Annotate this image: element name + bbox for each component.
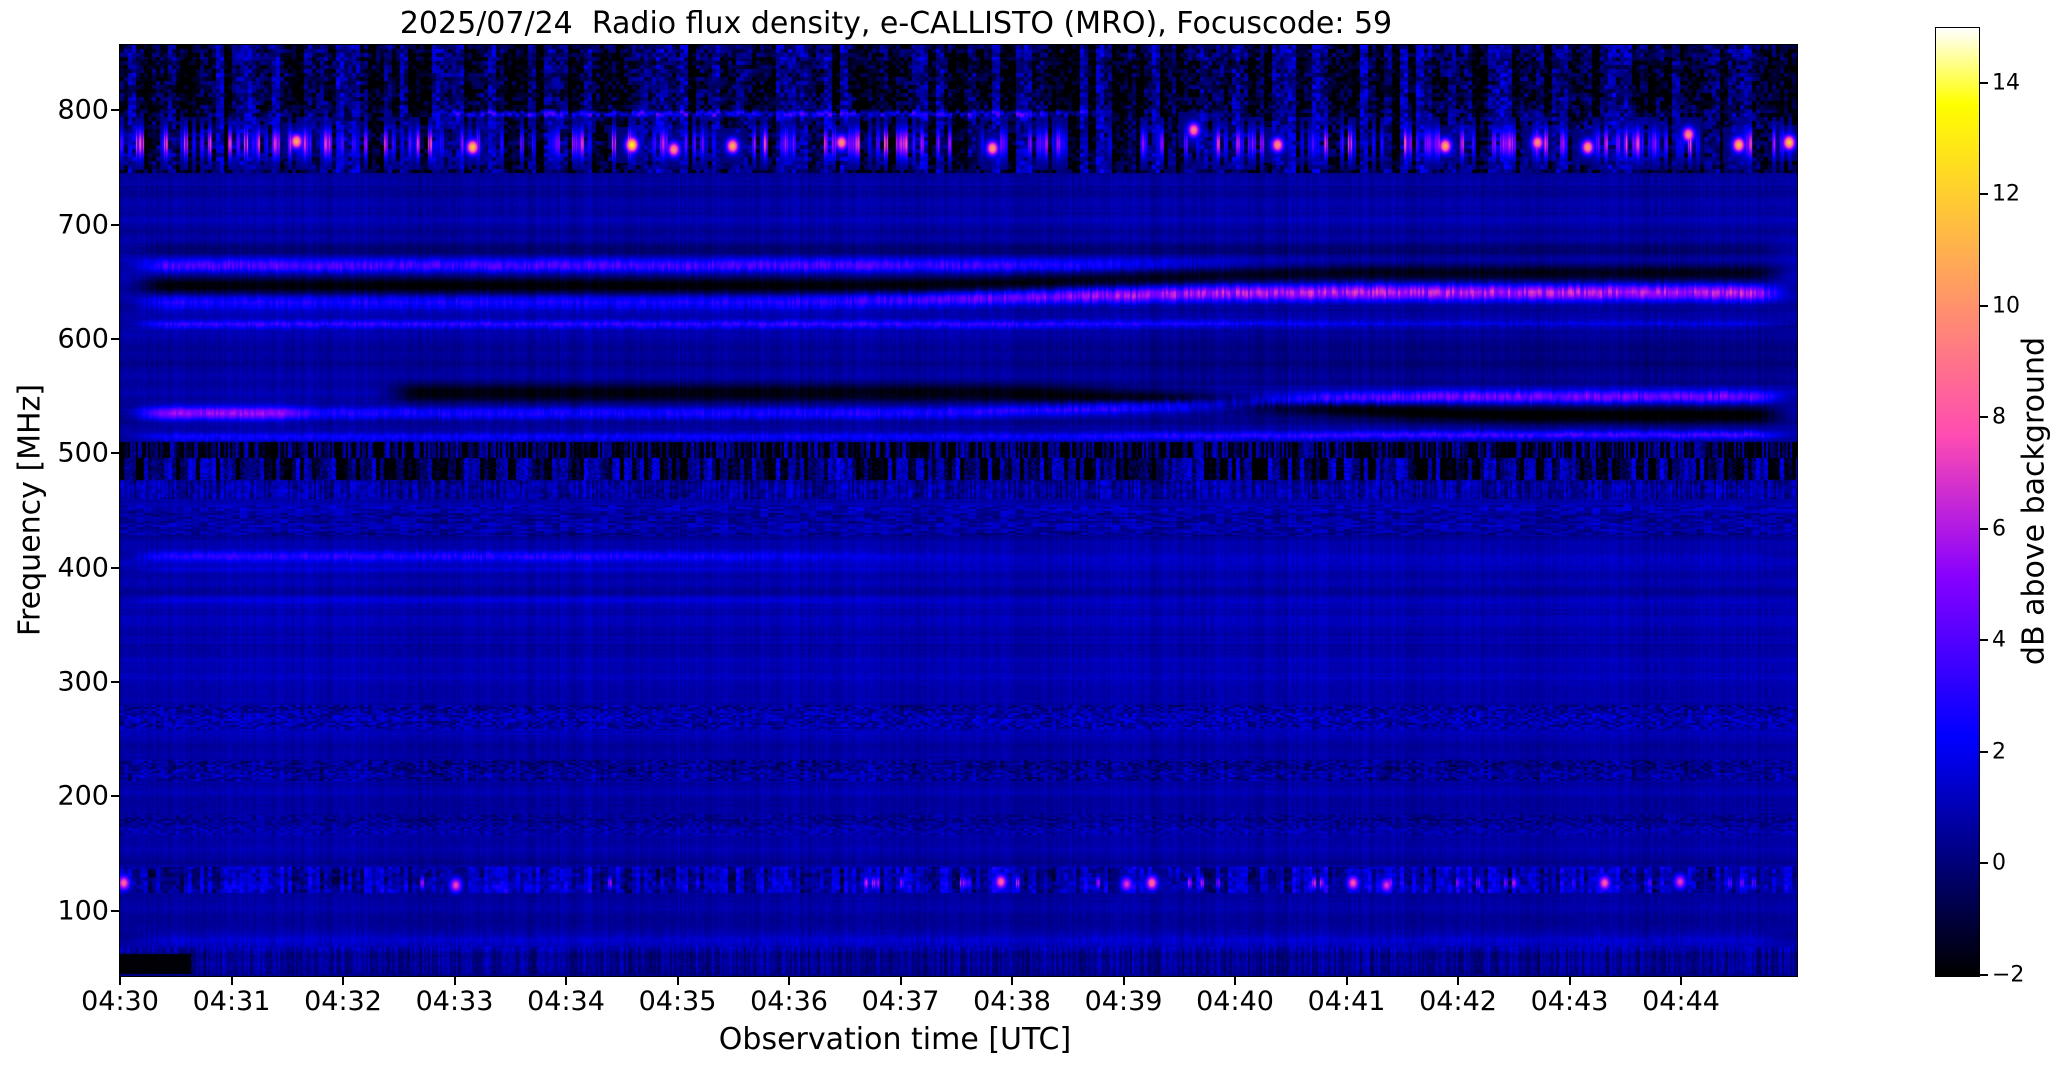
chart-title: 2025/07/24 Radio flux density, e-CALLIST…	[399, 6, 1393, 41]
x-tick-label: 04:40	[1196, 986, 1274, 1017]
y-tick-label: 700	[57, 209, 109, 241]
colorbar-tick-mark	[1980, 527, 1988, 530]
y-tick-mark	[111, 452, 120, 455]
x-tick-mark	[342, 976, 344, 985]
x-tick-mark	[676, 976, 679, 985]
x-tick-label: 04:32	[304, 986, 382, 1017]
x-tick-label: 04:42	[1419, 986, 1497, 1017]
x-tick-label: 04:44	[1642, 986, 1720, 1017]
x-tick-label: 04:43	[1530, 986, 1609, 1017]
colorbar-tick-label: 8	[1992, 404, 2006, 430]
x-tick-label: 04:37	[861, 986, 940, 1017]
x-tick-mark	[1011, 976, 1014, 985]
colorbar-tick-label: 0	[1992, 850, 2006, 876]
colorbar-tick-mark	[1980, 750, 1988, 753]
x-tick-label: 04:39	[1084, 986, 1163, 1017]
spectrogram-plot-area	[119, 44, 1798, 977]
y-tick-mark	[111, 909, 120, 912]
x-tick-mark	[1568, 976, 1571, 985]
x-tick-mark	[1345, 976, 1348, 985]
colorbar-tick-label: 2	[1992, 739, 2006, 765]
x-tick-mark	[119, 976, 121, 985]
x-tick-mark	[788, 976, 791, 985]
colorbar-tick-mark	[1980, 639, 1988, 642]
colorbar-label: dB above background	[2016, 336, 2052, 666]
y-tick-label: 500	[57, 437, 109, 469]
x-tick-mark	[565, 976, 567, 985]
colorbar-canvas	[1936, 28, 1979, 976]
x-tick-mark	[899, 976, 902, 985]
x-axis-label: Observation time [UTC]	[718, 1022, 1072, 1057]
x-tick-label: 04:35	[638, 986, 717, 1017]
x-tick-label: 04:41	[1307, 986, 1386, 1017]
x-tick-label: 04:38	[973, 986, 1051, 1017]
colorbar-tick-label: −2	[1992, 962, 2025, 988]
x-tick-mark	[453, 976, 456, 985]
colorbar-tick-label: 10	[1992, 293, 2020, 319]
x-tick-label: 04:30	[81, 986, 159, 1017]
x-tick-label: 04:36	[750, 986, 828, 1017]
x-tick-label: 04:33	[415, 986, 494, 1017]
colorbar-tick-label: 14	[1992, 70, 2020, 96]
y-tick-label: 800	[57, 94, 109, 126]
x-tick-mark	[230, 976, 233, 985]
y-tick-label: 600	[57, 323, 109, 355]
y-tick-mark	[111, 337, 120, 340]
spectrogram-canvas	[120, 45, 1797, 976]
x-tick-mark	[1234, 976, 1237, 985]
y-tick-mark	[111, 223, 120, 226]
x-tick-mark	[1457, 976, 1460, 985]
y-tick-mark	[111, 681, 120, 684]
colorbar-tick-mark	[1980, 862, 1988, 865]
colorbar-tick-mark	[1980, 193, 1988, 196]
x-tick-mark	[1680, 976, 1683, 985]
x-tick-label: 04:34	[527, 986, 605, 1017]
y-tick-mark	[111, 566, 120, 569]
colorbar-tick-label: 6	[1992, 516, 2006, 542]
colorbar-tick-label: 4	[1992, 627, 2006, 653]
y-tick-mark	[111, 795, 120, 798]
x-tick-label: 04:31	[192, 986, 271, 1017]
colorbar-tick-mark	[1980, 304, 1988, 307]
y-tick-mark	[111, 109, 120, 112]
colorbar-tick-mark	[1980, 974, 1988, 976]
y-tick-label: 400	[57, 552, 109, 584]
colorbar-tick-mark	[1980, 416, 1988, 419]
x-tick-mark	[1122, 976, 1125, 985]
colorbar-tick-label: 12	[1992, 181, 2020, 207]
y-axis-label: Frequency [MHz]	[12, 383, 48, 637]
colorbar	[1935, 27, 1980, 977]
y-tick-label: 200	[57, 780, 109, 812]
colorbar-tick-mark	[1980, 81, 1988, 84]
y-tick-label: 100	[57, 895, 109, 927]
y-tick-label: 300	[57, 666, 109, 698]
